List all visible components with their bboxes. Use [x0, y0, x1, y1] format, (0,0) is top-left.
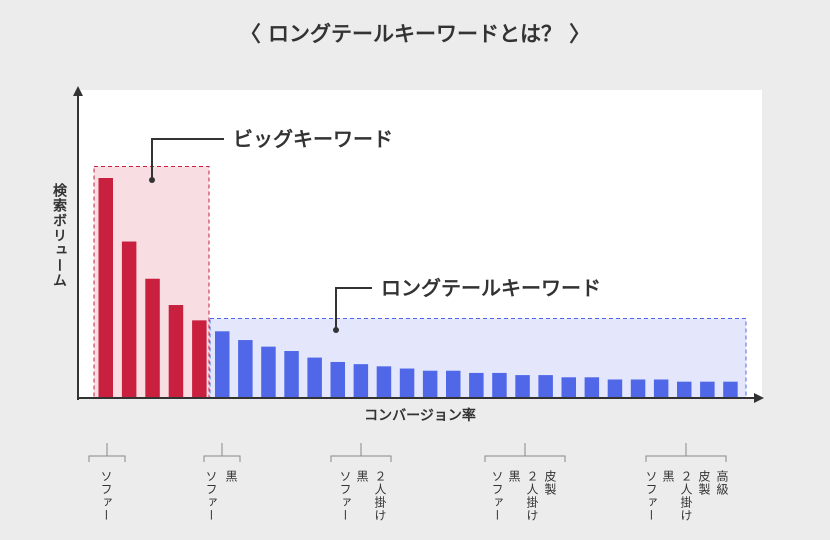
keyword-word: ソファー — [490, 470, 504, 522]
longtail-keyword-bar — [653, 379, 669, 397]
x-axis-label: コンバージョン率 — [364, 407, 476, 424]
chart-title: 〈 ロングテールキーワードとは？ 〉 — [239, 22, 591, 46]
keyword-group-bracket — [484, 455, 566, 462]
x-axis-arrow — [754, 393, 764, 403]
keyword-word: 高級 — [715, 470, 729, 496]
keyword-word: 黒 — [355, 470, 369, 483]
big-keyword-bar — [192, 320, 207, 397]
keyword-word: 黒 — [224, 470, 238, 483]
longtail-keyword-bar — [215, 331, 230, 397]
longtail-keyword-bar — [376, 366, 392, 397]
longtail-keyword-bar — [584, 377, 600, 397]
longtail-keyword-bar — [261, 346, 276, 397]
longtail-keyword-bar — [723, 381, 738, 397]
longtail-keyword-label: ロングテールキーワード — [381, 276, 601, 300]
keyword-word: ソファー — [338, 470, 352, 522]
keyword-word: ソファー — [644, 470, 658, 522]
keyword-group-bracket — [645, 455, 727, 462]
keyword-word: 皮製 — [697, 470, 711, 496]
longtail-keyword-bar — [515, 375, 530, 397]
longtail-keyword-bar — [353, 364, 369, 397]
big-keyword-bar — [168, 305, 184, 397]
longtail-keyword-bar — [307, 357, 322, 397]
keyword-word: ２人掛け — [525, 470, 539, 522]
longtail-keyword-bar — [700, 381, 715, 397]
keyword-word: 黒 — [661, 470, 675, 483]
longtail-keyword-bar — [607, 379, 623, 397]
keyword-group-bracket — [88, 455, 126, 462]
keyword-word: 皮製 — [543, 470, 557, 496]
longtail-keyword-bar — [446, 370, 461, 397]
longtail-keyword-bar — [630, 379, 646, 397]
longtail-keyword-bar — [399, 368, 415, 397]
longtail-keyword-bar — [492, 372, 507, 397]
keyword-word: ２人掛け — [679, 470, 693, 522]
longtail-keyword-bar — [238, 340, 253, 397]
longtail-callout-line — [335, 287, 372, 330]
y-axis-label: 検索ボリューム — [51, 183, 67, 288]
big-callout-line — [151, 138, 224, 180]
keyword-word: 黒 — [507, 470, 521, 483]
keyword-word: ２人掛け — [373, 470, 387, 522]
longtail-keyword-bar — [677, 381, 692, 397]
big-keyword-bar — [121, 241, 137, 397]
longtail-keyword-bar — [422, 370, 438, 397]
keyword-word: ソファー — [204, 470, 218, 522]
longtail-keyword-bar — [469, 372, 484, 397]
y-axis-arrow — [73, 86, 83, 96]
longtail-keyword-bar — [538, 375, 553, 397]
big-keyword-bar — [98, 178, 113, 397]
longtail-keyword-bar — [284, 351, 299, 397]
keyword-group-bracket — [330, 455, 392, 462]
big-keyword-label: ビッグキーワード — [233, 127, 393, 151]
big-keyword-bar — [145, 278, 160, 397]
keyword-word: ソファー — [99, 470, 113, 522]
keyword-group-bracket — [203, 455, 241, 462]
longtail-keyword-bar — [330, 361, 345, 397]
longtail-keyword-bar — [561, 377, 576, 397]
